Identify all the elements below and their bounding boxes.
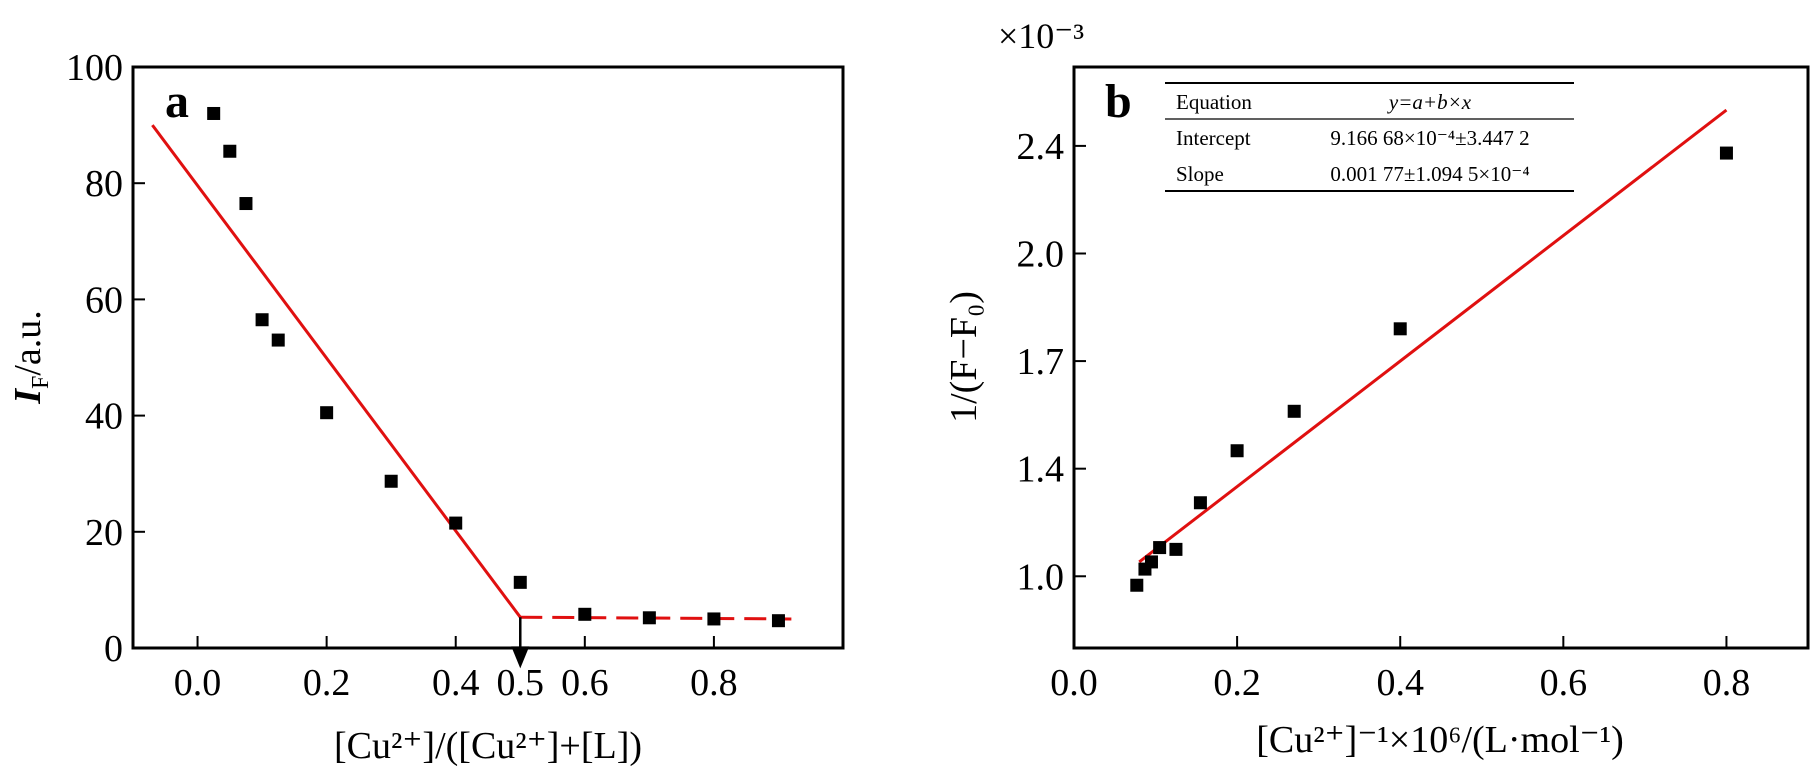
panel-a-y-tick-label: 80 (85, 163, 123, 205)
panel-b-x-tick-label: 0.0 (1050, 662, 1098, 704)
panel-b-fit-line (1138, 108, 1728, 564)
panel-b-y-axis-label: 1/(F−F₀) (943, 291, 985, 423)
panel-a-y-label-subscript: F (28, 376, 54, 389)
panel-a-points (207, 106, 785, 628)
panel-a-data-point (271, 333, 285, 347)
panel-a-data-point (513, 575, 527, 589)
panel-b-lines (1138, 108, 1728, 564)
panel-b-data-point (1193, 496, 1207, 510)
panel-b-data-point (1393, 322, 1407, 336)
panel-a-x-tick-label: 0.2 (303, 662, 351, 704)
panel-a-data-point (239, 197, 253, 211)
panel-b-data-point (1230, 444, 1244, 458)
panel-b-fit-table: Equation y=a+b×x Intercept 9.166 68×10⁻⁴… (1165, 82, 1574, 192)
panel-a-y-tick-label: 100 (66, 47, 123, 89)
panel-b-x-tick-label: 0.8 (1703, 662, 1751, 704)
panel-b-letter: b (1105, 75, 1132, 128)
panel-a-ticks: 0.0 0.2 0.4 0.5 0.6 0.8 0 20 40 60 80 100 (66, 47, 738, 704)
panel-a-data-point (207, 106, 221, 120)
panel-a-y-tick-label: 60 (85, 279, 123, 321)
panel-a-data-point (449, 516, 463, 530)
panel-a-y-axis-label: IF/a.u. (7, 310, 54, 405)
panel-a-x-tick-label: 0.5 (497, 662, 545, 704)
panel-a-data-point (642, 611, 656, 625)
panel-a-x-tick-label: 0.4 (432, 662, 480, 704)
fit-table-value-equation: y=a+b×x (1387, 90, 1472, 114)
panel-a-y-tick-label: 40 (85, 396, 123, 438)
panel-a-data-point (578, 607, 592, 621)
panel-a-y-label-unit: /a.u. (7, 310, 49, 375)
panel-b-data-point (1719, 146, 1733, 160)
panel-b-points (1130, 146, 1733, 592)
panel-a-x-tick-label: 0.0 (174, 662, 222, 704)
panel-a-x-tick-label: 0.8 (690, 662, 738, 704)
panel-a-chart: 0.0 0.2 0.4 0.5 0.6 0.8 0 20 40 60 80 100 a [Cu²⁺]/… (7, 47, 845, 767)
panel-b-chart: 0.0 0.2 0.4 0.6 0.8 1.0 1.4 1.7 2.0 2.4 b ×10⁻³ [… (943, 16, 1810, 761)
panel-a-letter: a (165, 75, 189, 128)
panel-b-x-tick-label: 0.4 (1376, 662, 1424, 704)
panel-b-data-point (1153, 541, 1167, 555)
panel-b-ticks: 0.0 0.2 0.4 0.6 0.8 1.0 1.4 1.7 2.0 2.4 (1017, 126, 1751, 704)
panel-b-data-point (1144, 555, 1158, 569)
panel-a-arrow-head (511, 646, 530, 669)
panel-a-data-point (384, 474, 398, 488)
panel-b-y-axis-label-group: 1/(F−F₀) (943, 291, 985, 423)
panel-b-y-tick-label: 1.7 (1017, 341, 1065, 383)
panel-a-fit-line (151, 124, 522, 619)
panel-a-y-tick-label: 0 (104, 628, 123, 670)
panel-b-plot-frame (1072, 65, 1810, 650)
panel-a-x-axis-label: [Cu²⁺]/([Cu²⁺]+[L]) (334, 725, 642, 767)
panel-a-x-tick-label: 0.6 (561, 662, 609, 704)
panel-b-scale-note: ×10⁻³ (998, 16, 1084, 56)
panel-b-y-tick-label: 2.4 (1017, 126, 1065, 168)
panel-b-x-tick-label: 0.2 (1213, 662, 1261, 704)
panel-b-x-tick-label: 0.6 (1540, 662, 1588, 704)
panel-a-data-point (320, 406, 334, 420)
panel-b-data-point (1287, 404, 1301, 418)
panel-a-data-point (255, 313, 269, 327)
panel-a-data-point (223, 144, 237, 158)
panel-a-y-label-symbol: I (7, 388, 49, 405)
panel-b-data-point (1169, 542, 1183, 556)
panel-a-y-tick-label: 20 (85, 512, 123, 554)
panel-b-data-point (1130, 578, 1144, 592)
fit-table-value-intercept: 9.166 68×10⁻⁴±3.447 2 (1330, 126, 1529, 150)
fit-table-label-equation: Equation (1176, 90, 1252, 114)
panel-b-x-axis-label: [Cu²⁺]⁻¹×10⁶/(L·mol⁻¹) (1256, 719, 1624, 761)
fit-table-label-intercept: Intercept (1176, 126, 1251, 150)
fit-table-value-slope: 0.001 77±1.094 5×10⁻⁴ (1330, 162, 1529, 186)
panel-b-y-tick-label: 1.0 (1017, 556, 1065, 598)
fit-table-label-slope: Slope (1176, 162, 1224, 186)
panel-a-data-point (771, 614, 785, 628)
panel-a-plot-frame (131, 65, 845, 650)
panel-a-data-point (707, 612, 721, 626)
panel-a-y-axis-label-group: IF/a.u. (7, 310, 54, 405)
panel-b-y-tick-label: 2.0 (1017, 233, 1065, 275)
panel-b-y-tick-label: 1.4 (1017, 449, 1065, 491)
